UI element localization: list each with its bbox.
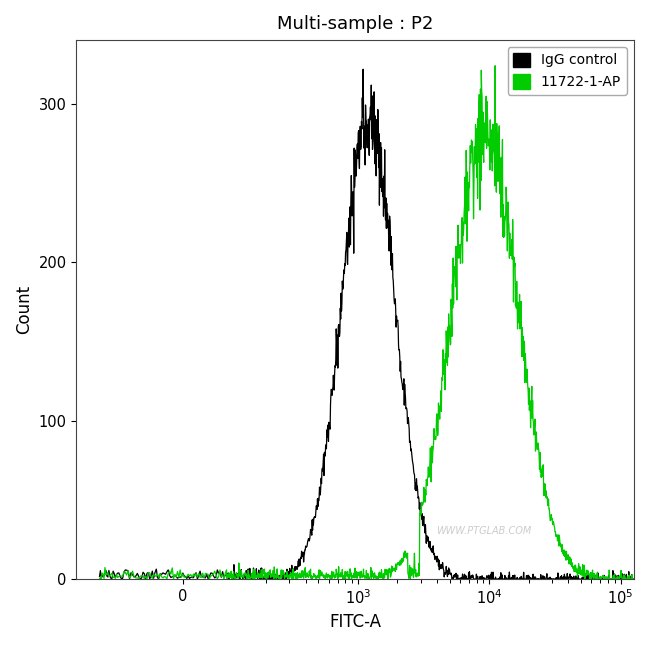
- IgG control: [296, 557, 304, 565]
- IgG control: [96, 572, 103, 580]
- Line: 11722-1-AP: 11722-1-AP: [99, 66, 634, 579]
- 11722-1-AP: [203, 570, 211, 578]
- 11722-1-AP: [295, 572, 303, 579]
- 11722-1-AP: [491, 62, 499, 70]
- IgG control: [260, 575, 268, 583]
- 11722-1-AP: [367, 575, 375, 583]
- IgG control: [368, 92, 376, 99]
- IgG control: [527, 575, 535, 583]
- 11722-1-AP: [162, 573, 170, 581]
- IgG control: [162, 570, 170, 578]
- IgG control: [613, 574, 621, 581]
- 11722-1-AP: [581, 575, 589, 583]
- Title: Multi-sample : P2: Multi-sample : P2: [277, 15, 434, 33]
- Line: IgG control: IgG control: [99, 69, 634, 579]
- 11722-1-AP: [630, 575, 638, 583]
- 11722-1-AP: [526, 424, 534, 432]
- X-axis label: FITC-A: FITC-A: [329, 613, 381, 631]
- IgG control: [203, 570, 211, 578]
- Legend: IgG control, 11722-1-AP: IgG control, 11722-1-AP: [508, 47, 627, 95]
- Y-axis label: Count: Count: [15, 285, 33, 334]
- IgG control: [359, 65, 367, 73]
- 11722-1-AP: [96, 575, 103, 583]
- 11722-1-AP: [613, 573, 621, 581]
- Text: WWW.PTGLAB.COM: WWW.PTGLAB.COM: [436, 525, 531, 536]
- IgG control: [630, 575, 638, 583]
